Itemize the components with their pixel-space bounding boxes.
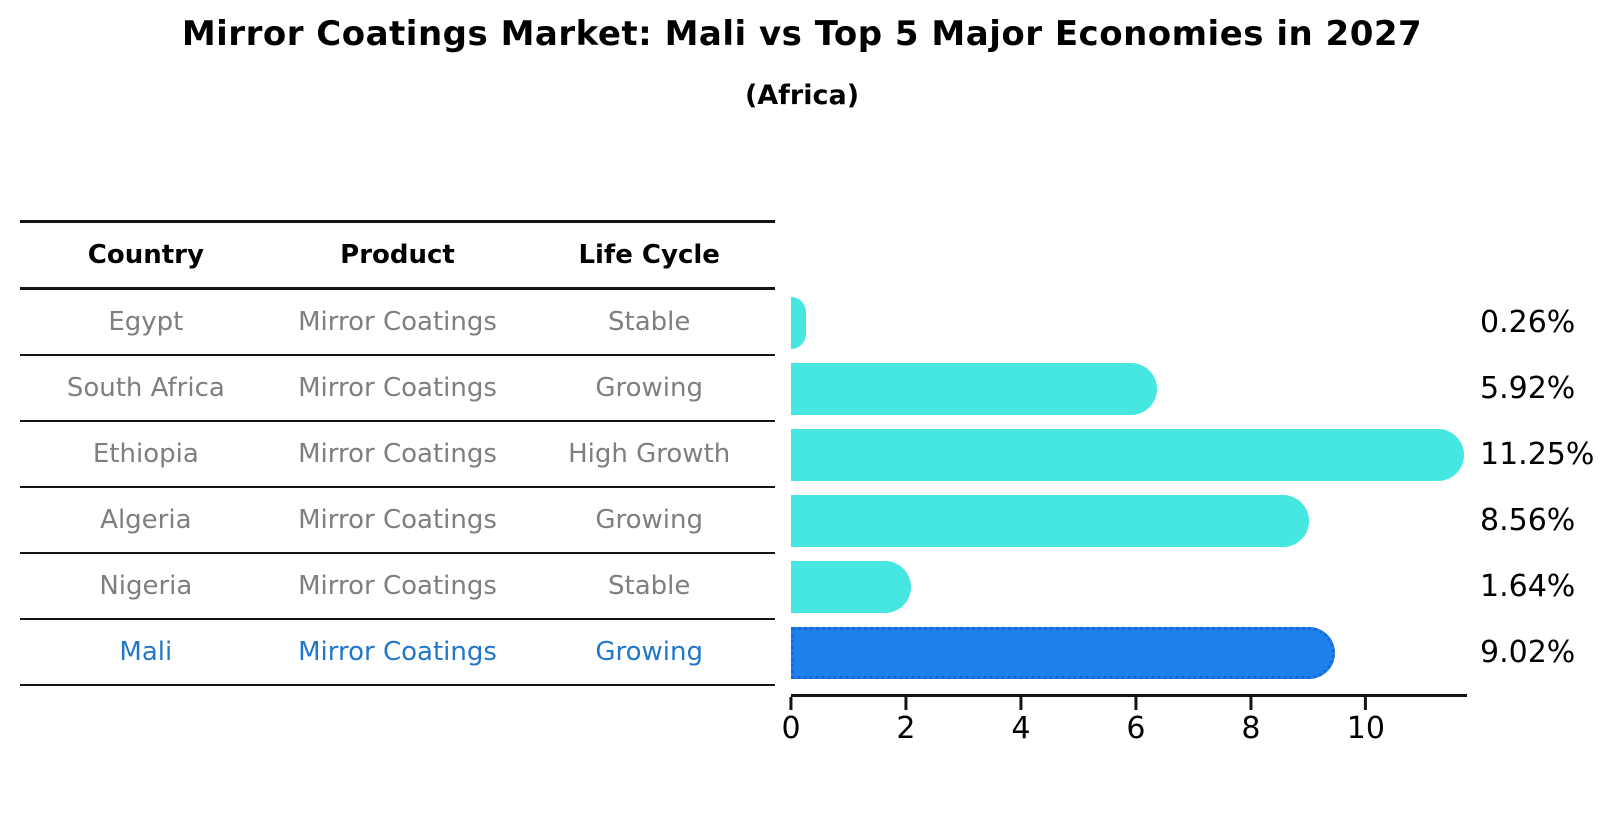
tick-label: 6 [1126,711,1146,746]
bar-row [791,422,1467,488]
x-axis-tick: 8 [1241,697,1260,746]
bar-row [791,620,1467,686]
bar-row [791,554,1467,620]
cell-life-cycle: Growing [595,373,703,403]
bar [791,297,806,349]
x-axis-tick: 10 [1347,697,1385,746]
cell-product: Mirror Coatings [298,637,497,667]
tick-mark-icon [789,697,793,710]
column-header-life-cycle: Life Cycle [578,240,720,270]
value-label-column: 0.26% 5.92% 11.25% 8.56% 1.64% 9.02% [1480,290,1594,686]
table-row: Mali Mirror Coatings Growing [20,620,775,686]
column-header-product: Product [340,240,455,270]
cell-country: Mali [119,637,173,667]
x-axis-tick: 0 [781,697,801,746]
cell-country: Algeria [100,505,192,535]
table-row: Egypt Mirror Coatings Stable [20,290,775,356]
table-row: Algeria Mirror Coatings Growing [20,488,775,554]
table-body: Egypt Mirror Coatings Stable South Afric… [20,290,775,686]
bar-value-label: 11.25% [1480,437,1595,472]
cell-product: Mirror Coatings [298,505,497,535]
chart-subtitle: (Africa) [744,80,860,111]
cell-country: Nigeria [99,571,193,601]
bar-value-label: 8.56% [1480,503,1576,538]
cell-country: Ethiopia [92,439,199,469]
column-header-country: Country [87,240,204,270]
tick-label: 4 [1011,711,1031,746]
tick-mark-icon [1249,697,1253,710]
bar [791,561,911,613]
tick-mark-icon [1364,697,1368,710]
x-axis-tick: 2 [896,697,916,746]
bar [791,363,1157,415]
cell-product: Mirror Coatings [298,373,497,403]
table-row: Ethiopia Mirror Coatings High Growth [20,422,775,488]
bar-row [791,290,1467,356]
bar [791,429,1464,481]
cell-life-cycle: High Growth [568,439,731,469]
bar-value-label: 5.92% [1480,371,1576,406]
tick-mark-icon [904,697,908,710]
x-axis: 0 2 4 6 8 10 [781,694,1467,746]
tick-label: 10 [1346,711,1385,746]
chart-title: Mirror Coatings Market: Mali vs Top 5 Ma… [181,14,1423,54]
bar [791,627,1335,679]
bar [791,495,1309,547]
x-axis-tick: 4 [1011,697,1030,746]
table-header-row: Country Product Life Cycle [20,220,775,290]
bar-row [791,488,1467,554]
bar-value-label: 9.02% [1480,635,1576,670]
cell-country: South Africa [66,373,225,403]
tick-label: 2 [896,711,916,746]
cell-life-cycle: Growing [595,505,703,535]
country-table: Country Product Life Cycle Egypt Mirror … [20,220,775,686]
table-row: South Africa Mirror Coatings Growing [20,356,775,422]
tick-mark-icon [1019,697,1023,710]
cell-country: Egypt [108,307,184,337]
cell-life-cycle: Stable [608,571,691,601]
tick-label: 8 [1241,711,1261,746]
bar-plot-area [791,290,1467,686]
cell-product: Mirror Coatings [298,307,497,337]
tick-label: 0 [781,711,801,746]
bar-value-label: 1.64% [1480,569,1576,604]
cell-life-cycle: Stable [608,307,691,337]
table-row: Nigeria Mirror Coatings Stable [20,554,775,620]
x-axis-tick: 6 [1126,697,1145,746]
cell-product: Mirror Coatings [298,439,497,469]
cell-life-cycle: Growing [595,637,703,667]
cell-product: Mirror Coatings [298,571,497,601]
bar-value-label: 0.26% [1480,305,1576,340]
bar-row [791,356,1467,422]
tick-mark-icon [1134,697,1138,710]
